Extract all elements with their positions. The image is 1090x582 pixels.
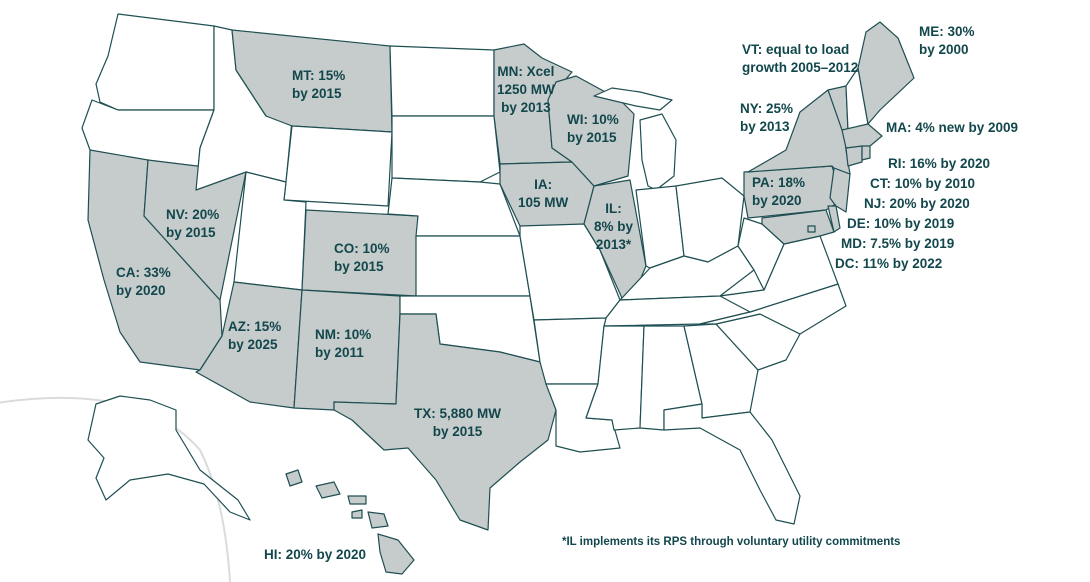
state-wy: [283, 125, 393, 207]
label-co: CO: 10% by 2015: [334, 241, 390, 274]
label-mt: MT: 15% by 2015: [292, 68, 346, 101]
state-fl: [663, 403, 801, 525]
label-nj: NJ: 20% by 2020: [864, 196, 970, 211]
label-dc: DC: 11% by 2022: [835, 256, 943, 271]
label-vt: VT: equal to load growth 2005–2012: [742, 42, 859, 75]
decorative-arc: [0, 396, 231, 582]
state-ak: [87, 395, 251, 521]
state-de: [827, 205, 841, 233]
label-ma: MA: 4% new by 2009: [886, 120, 1019, 135]
state-hi-kauai: [285, 469, 303, 487]
state-tx: [333, 313, 557, 531]
label-ia: IA: 105 MW: [518, 177, 569, 210]
label-mn: MN: Xcel 1250 MW by 2013: [497, 64, 555, 115]
label-ri: RI: 16% by 2020: [888, 156, 991, 171]
label-nv: NV: 20% by 2015: [166, 207, 220, 240]
label-nm: NM: 10% by 2011: [315, 327, 372, 360]
state-ct: [845, 145, 863, 167]
label-wi: WI: 10% by 2015: [567, 112, 619, 145]
state-md: [761, 209, 835, 245]
state-hi-maui: [367, 511, 389, 529]
label-ct: CT: 10% by 2010: [870, 176, 976, 191]
state-hi-lanai: [351, 509, 363, 519]
label-ny: NY: 25% by 2013: [740, 101, 794, 134]
state-hi-big-island: [377, 533, 415, 575]
label-tx: TX: 5,880 MW by 2015: [414, 406, 502, 439]
state-ma: [841, 123, 883, 149]
state-mi: [639, 113, 677, 191]
state-sd: [391, 115, 501, 183]
state-me: [857, 21, 915, 125]
state-wa: [95, 13, 215, 111]
label-il: IL: 8% by 2013*: [594, 201, 634, 252]
label-de: DE: 10% by 2019: [847, 216, 955, 231]
label-me: ME: 30% by 2000: [919, 24, 975, 57]
state-mi-up: [593, 87, 673, 111]
label-az: AZ: 15% by 2025: [228, 319, 282, 352]
footnote: *IL implements its RPS through voluntary…: [562, 536, 901, 548]
state-hi-oahu: [315, 481, 341, 499]
state-ks: [415, 235, 531, 297]
state-ar: [533, 317, 607, 385]
state-dc: [807, 225, 816, 233]
label-ca: CA: 33% by 2020: [116, 265, 171, 298]
state-hi-molokai: [347, 495, 367, 505]
label-hi: HI: 20% by 2020: [264, 547, 367, 562]
state-nd: [389, 45, 495, 117]
state-wi: [547, 75, 635, 187]
label-md: MD: 7.5% by 2019: [841, 236, 955, 251]
label-pa: PA: 18% by 2020: [752, 175, 806, 208]
state-ri: [861, 145, 871, 161]
